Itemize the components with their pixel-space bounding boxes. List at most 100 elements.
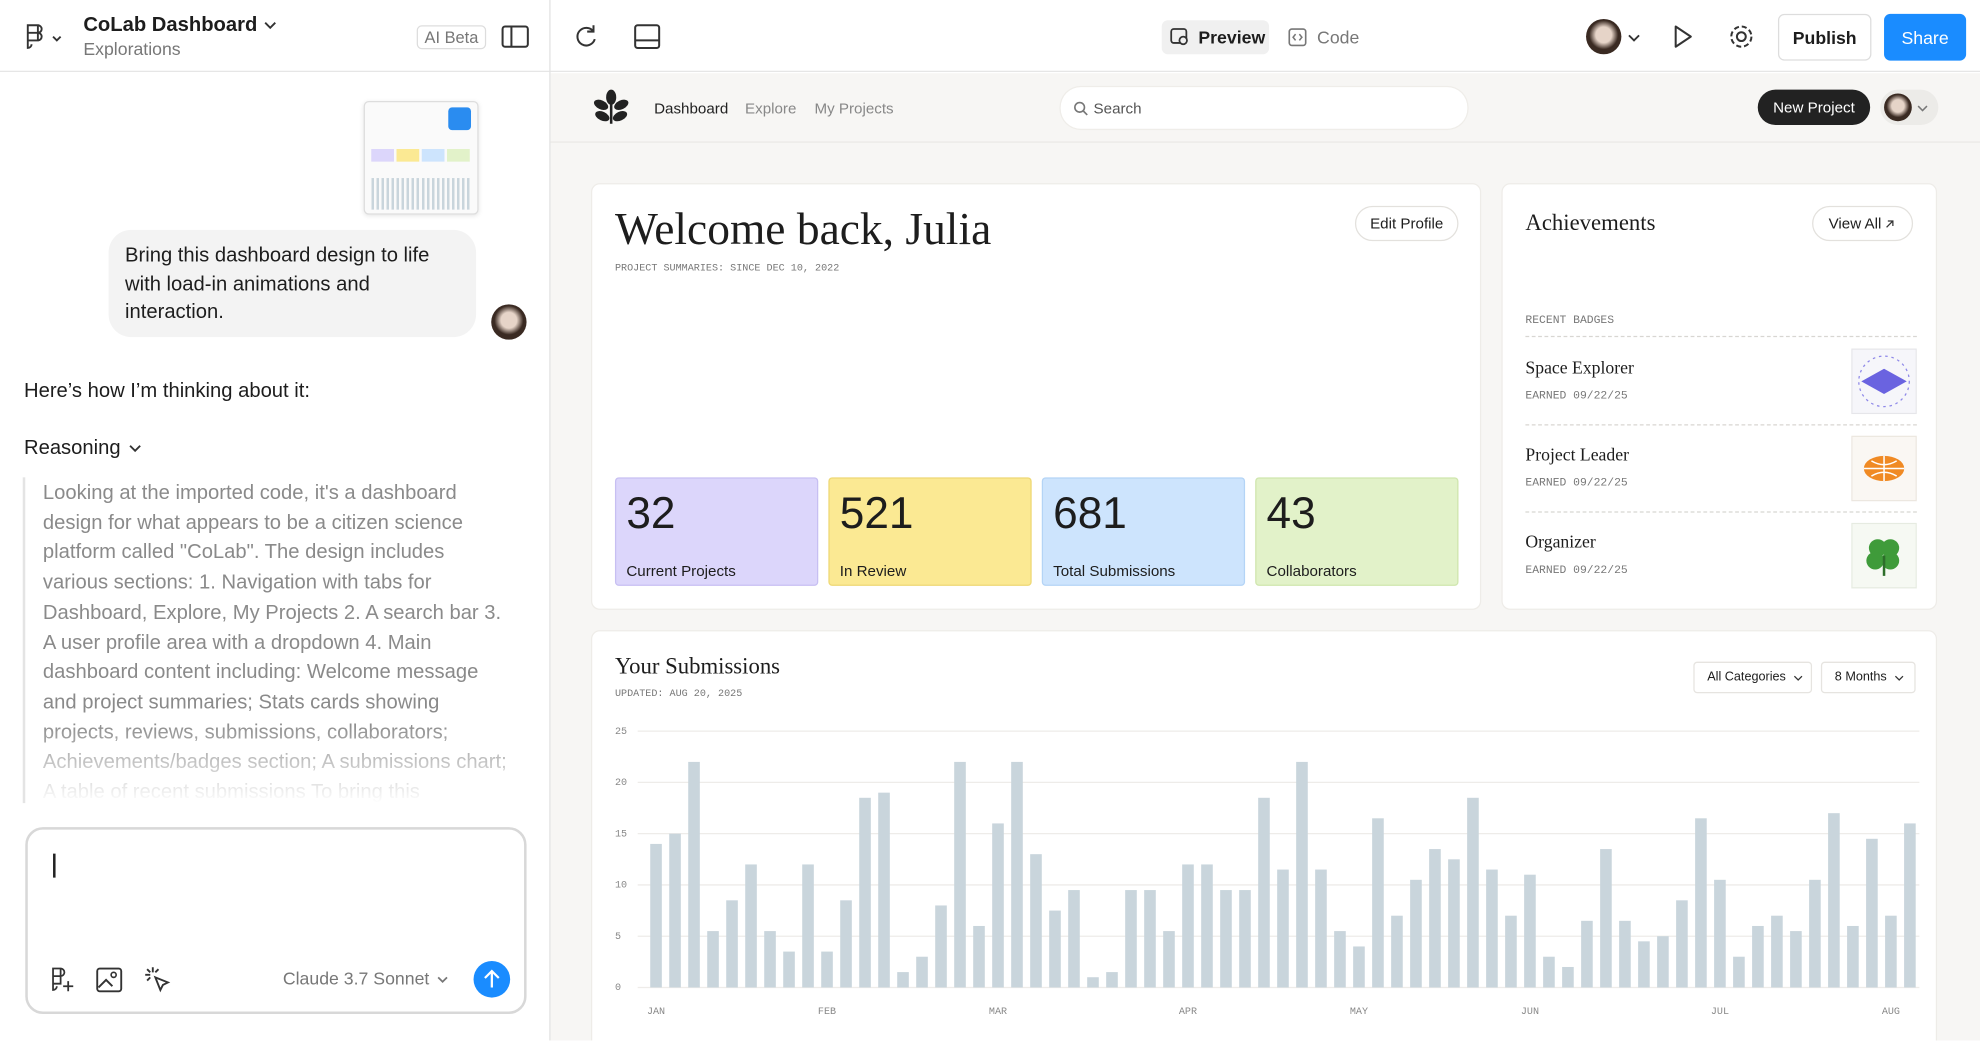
chevron bbox=[437, 976, 448, 984]
stat-label: In Review bbox=[839, 561, 907, 580]
badge-icon bbox=[1851, 522, 1917, 589]
figma-attach-icon[interactable] bbox=[48, 966, 76, 994]
badge-earned: EARNED 09/22/25 bbox=[1525, 476, 1628, 490]
chevron bbox=[264, 22, 276, 30]
nav-link[interactable]: Dashboard bbox=[654, 99, 729, 118]
view-all-label: View All bbox=[1828, 214, 1882, 233]
x-tick-label: APR bbox=[1179, 1007, 1197, 1018]
user-avatar[interactable] bbox=[1586, 18, 1622, 55]
publish-button[interactable]: Publish bbox=[1777, 13, 1872, 61]
bar bbox=[1372, 818, 1384, 988]
bar bbox=[1771, 915, 1783, 988]
attachment-thumbnail[interactable] bbox=[363, 101, 479, 215]
bar bbox=[878, 792, 890, 988]
bar bbox=[1657, 936, 1669, 988]
image-attach-icon[interactable] bbox=[96, 966, 124, 994]
share-button[interactable]: Share bbox=[1884, 13, 1967, 61]
bar bbox=[1733, 956, 1745, 988]
assistant-intro: Here’s how I’m thinking about it: bbox=[23, 380, 310, 403]
bar bbox=[1220, 890, 1232, 988]
chevron bbox=[1628, 34, 1640, 42]
nav-link[interactable]: My Projects bbox=[814, 99, 894, 118]
code-tab-label[interactable]: Code bbox=[1317, 27, 1360, 48]
x-tick-label: JUL bbox=[1711, 1007, 1729, 1018]
figma-menu-icon[interactable] bbox=[23, 23, 68, 53]
stat-value: 43 bbox=[1266, 488, 1316, 538]
top-bar bbox=[0, 0, 1980, 72]
bar bbox=[1885, 915, 1897, 988]
x-tick-label: JAN bbox=[647, 1007, 665, 1018]
badge-earned: EARNED 09/22/25 bbox=[1525, 563, 1628, 577]
bar bbox=[1068, 890, 1080, 988]
bar bbox=[1030, 854, 1042, 988]
chevron bbox=[1895, 675, 1904, 681]
preview-tab-label[interactable]: Preview bbox=[1198, 27, 1266, 48]
panel-toggle-icon[interactable] bbox=[501, 24, 529, 49]
new-project-button[interactable]: New Project bbox=[1757, 89, 1871, 126]
chart-title: Your Submissions bbox=[614, 653, 781, 679]
user-avatar bbox=[491, 304, 527, 340]
badge-icon bbox=[1851, 348, 1917, 415]
bar bbox=[1543, 956, 1555, 988]
code-icon bbox=[1288, 28, 1307, 47]
bar bbox=[1866, 838, 1878, 988]
bar bbox=[1828, 813, 1840, 988]
x-tick-label: AUG bbox=[1882, 1007, 1900, 1018]
bar bbox=[954, 761, 966, 988]
divider bbox=[1525, 335, 1917, 338]
welcome-subtitle: PROJECT SUMMARIES: SINCE DEC 10, 2022 bbox=[614, 262, 840, 275]
reasoning-text: Looking at the imported code, it's a das… bbox=[42, 482, 507, 804]
bar bbox=[764, 931, 776, 988]
welcome-title: Welcome back, Julia bbox=[614, 203, 992, 255]
colab-logo[interactable] bbox=[593, 88, 629, 126]
send-button[interactable] bbox=[473, 960, 511, 998]
chevron bbox=[1794, 675, 1803, 681]
select-element-icon[interactable] bbox=[144, 966, 172, 994]
bar bbox=[745, 864, 757, 988]
project-title[interactable]: CoLab Dashboard bbox=[83, 14, 258, 36]
refresh-icon[interactable] bbox=[573, 24, 598, 49]
achievements-title: Achievements bbox=[1525, 209, 1656, 236]
play-icon[interactable] bbox=[1669, 24, 1694, 49]
search-box[interactable] bbox=[1060, 87, 1468, 129]
stat-card: 681 Total Submissions bbox=[1041, 477, 1246, 586]
bar bbox=[821, 951, 833, 988]
settings-icon[interactable] bbox=[1727, 23, 1755, 51]
bar bbox=[650, 843, 662, 988]
badge-name: Project Leader bbox=[1525, 446, 1629, 466]
y-tick-label: 25 bbox=[615, 727, 627, 738]
reasoning-rule bbox=[22, 477, 26, 804]
bar bbox=[840, 900, 852, 988]
layout-icon[interactable] bbox=[634, 24, 662, 49]
badge-earned: EARNED 09/22/25 bbox=[1525, 389, 1628, 403]
view-all-button[interactable]: View All bbox=[1812, 205, 1914, 242]
bar bbox=[1847, 925, 1859, 988]
x-tick-label: MAY bbox=[1350, 1007, 1368, 1018]
model-selector[interactable]: Claude 3.7 Sonnet bbox=[282, 968, 430, 989]
bar bbox=[726, 900, 738, 988]
chevron bbox=[129, 445, 141, 453]
reasoning-toggle[interactable]: Reasoning bbox=[23, 437, 121, 459]
edit-profile-button[interactable]: Edit Profile bbox=[1354, 205, 1459, 242]
x-tick-label: FEB bbox=[818, 1007, 836, 1018]
bar bbox=[802, 864, 814, 988]
bar bbox=[1790, 931, 1802, 988]
bar bbox=[1714, 879, 1726, 988]
preview-tab[interactable] bbox=[1161, 20, 1270, 55]
stat-value: 521 bbox=[839, 488, 914, 538]
bar bbox=[897, 972, 909, 988]
bar bbox=[1410, 879, 1422, 988]
y-tick-label: 5 bbox=[615, 932, 621, 943]
preview-icon bbox=[1170, 28, 1188, 46]
range-filter[interactable]: 8 Months bbox=[1820, 661, 1916, 694]
user-message: Bring this dashboard design to life with… bbox=[108, 229, 477, 338]
x-tick-label: JUN bbox=[1521, 1007, 1539, 1018]
nav-link[interactable]: Explore bbox=[745, 99, 797, 118]
bar bbox=[1600, 849, 1612, 988]
bar bbox=[1125, 890, 1137, 988]
bar bbox=[1562, 966, 1574, 988]
category-filter[interactable]: All Categories bbox=[1693, 661, 1813, 694]
text-cursor bbox=[53, 853, 55, 878]
